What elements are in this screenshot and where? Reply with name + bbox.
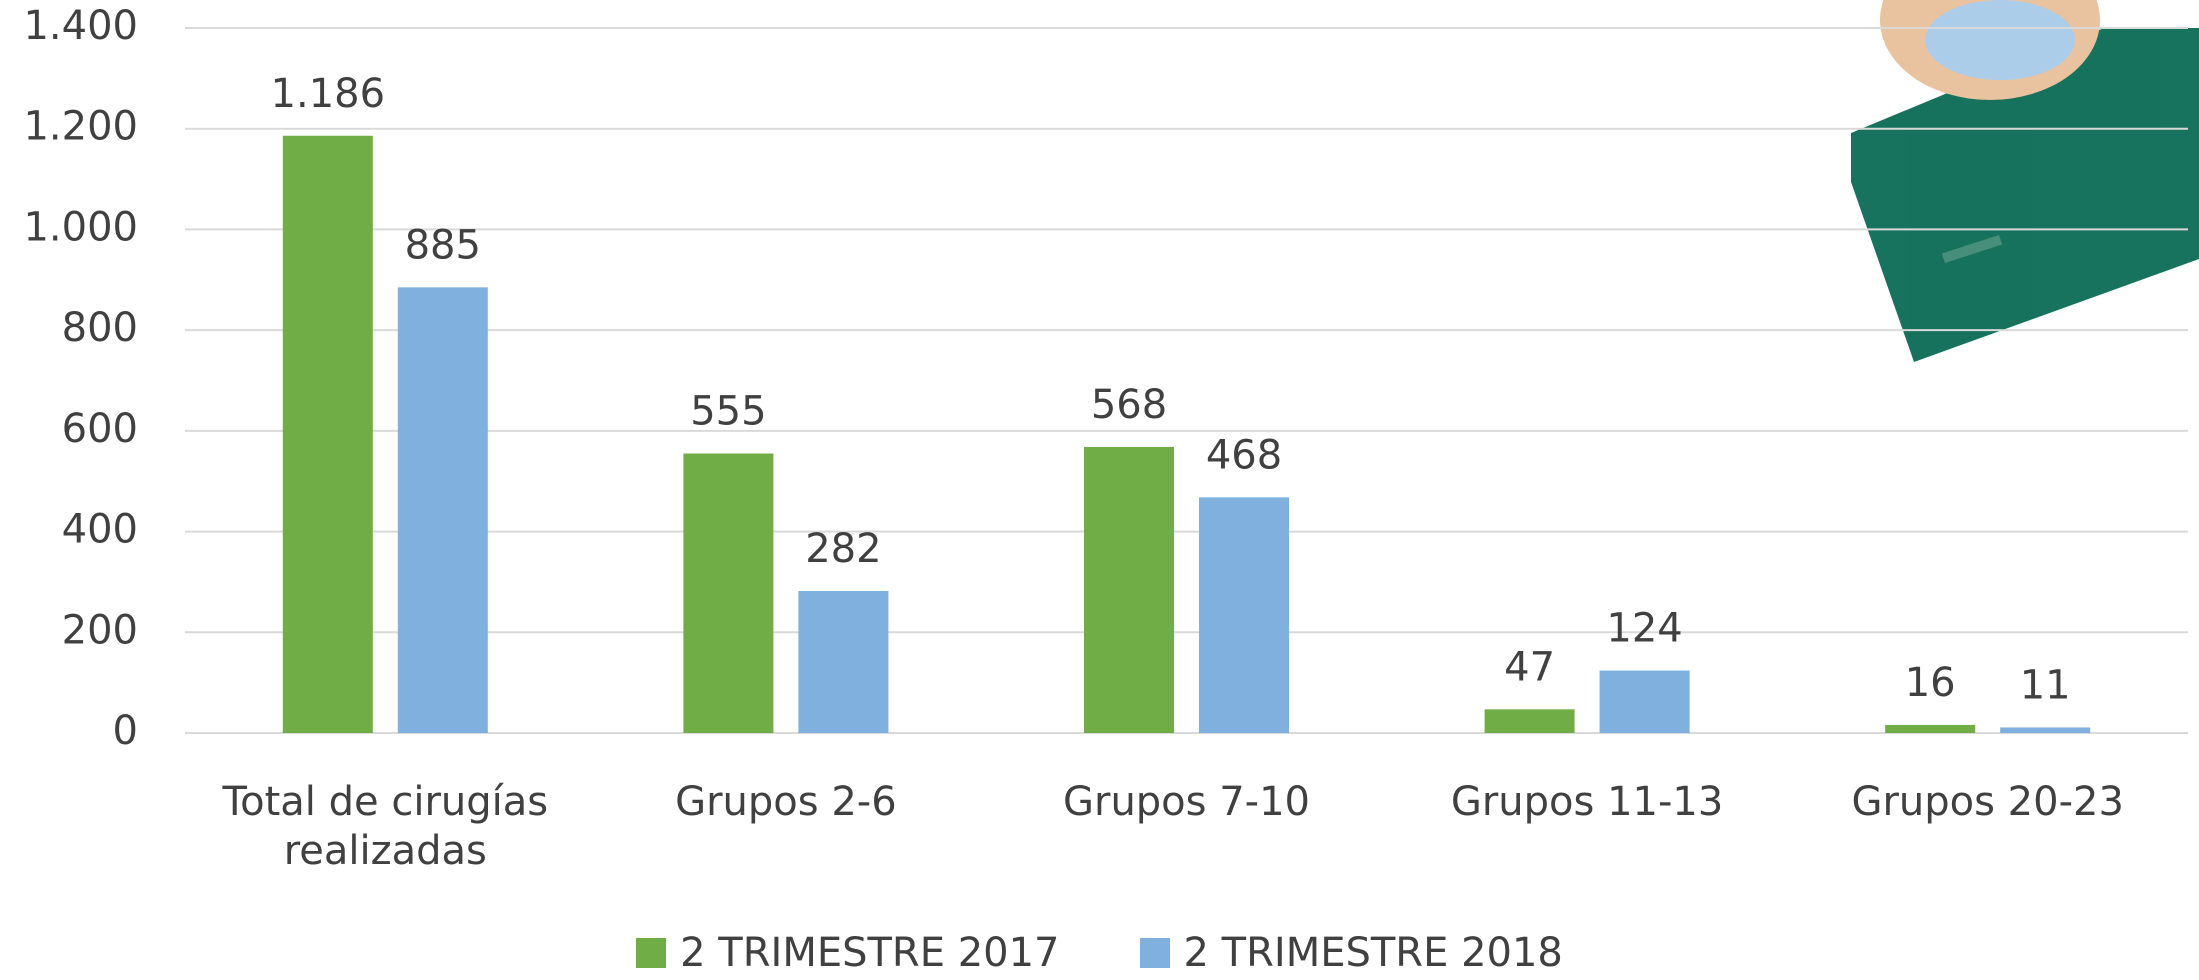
value-label: 282 xyxy=(805,526,881,572)
value-label: 568 xyxy=(1091,382,1167,428)
bar xyxy=(1084,446,1174,733)
doctor-pocket xyxy=(1941,234,2003,264)
value-label: 885 xyxy=(405,222,481,268)
y-tick-label: 1.000 xyxy=(23,204,138,250)
y-tick-label: 0 xyxy=(113,708,138,754)
legend-item: 2 TRIMESTRE 2017 xyxy=(636,930,1060,976)
value-label: 47 xyxy=(1504,644,1555,690)
doctor-illustration xyxy=(1851,28,2199,362)
bar xyxy=(1599,670,1690,733)
y-tick-label: 1.200 xyxy=(23,104,138,150)
value-label: 124 xyxy=(1606,606,1682,652)
y-tick-label: 800 xyxy=(62,305,138,351)
x-tick-label: Grupos 7-10 xyxy=(1063,779,1310,825)
legend-swatch xyxy=(1139,938,1170,968)
bar xyxy=(282,135,373,733)
x-tick-label: Total de cirugías realizadas xyxy=(222,779,549,874)
y-tick-label: 600 xyxy=(62,406,138,452)
grid xyxy=(185,27,2188,734)
x-tick-label: Grupos 11-13 xyxy=(1450,779,1724,825)
value-label: 11 xyxy=(2020,662,2071,708)
value-label: 555 xyxy=(690,389,766,435)
bar xyxy=(2000,727,2091,733)
x-tick-label: Grupos 20-23 xyxy=(1851,779,2124,825)
bar xyxy=(1199,497,1289,733)
legend-label: 2 TRIMESTRE 2017 xyxy=(680,930,1060,976)
legend-label: 2 TRIMESTRE 2018 xyxy=(1183,930,1563,976)
bar xyxy=(1484,709,1575,733)
legend-swatch xyxy=(636,938,667,968)
value-label: 468 xyxy=(1206,432,1282,478)
y-tick-label: 400 xyxy=(62,507,138,553)
doctor-mask xyxy=(1925,0,2075,80)
decoration xyxy=(1851,0,2199,362)
value-label: 16 xyxy=(1905,660,1956,706)
bar xyxy=(798,590,889,733)
legend: 2 TRIMESTRE 2017 2 TRIMESTRE 2018 xyxy=(0,930,2199,976)
bar xyxy=(683,453,774,733)
y-tick-label: 1.400 xyxy=(23,3,138,49)
bar xyxy=(397,287,488,733)
x-tick-label: Grupos 2-6 xyxy=(675,779,897,825)
legend-item: 2 TRIMESTRE 2018 xyxy=(1139,930,1563,976)
bar xyxy=(1885,724,1976,733)
value-label: 1.186 xyxy=(271,71,386,117)
y-tick-label: 200 xyxy=(62,607,138,653)
